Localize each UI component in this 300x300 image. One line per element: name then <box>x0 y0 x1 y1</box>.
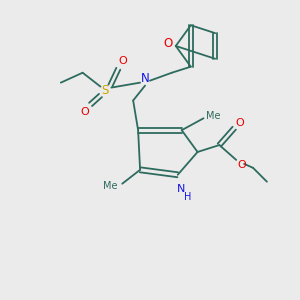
Text: Me: Me <box>206 111 221 121</box>
Text: H: H <box>184 192 191 202</box>
Text: Me: Me <box>103 181 118 191</box>
Text: N: N <box>176 184 185 194</box>
Text: O: O <box>238 160 247 170</box>
Text: N: N <box>141 72 149 85</box>
Text: O: O <box>163 38 172 50</box>
Text: O: O <box>118 56 127 66</box>
Text: S: S <box>102 84 109 97</box>
Text: O: O <box>236 118 244 128</box>
Text: O: O <box>80 107 89 117</box>
